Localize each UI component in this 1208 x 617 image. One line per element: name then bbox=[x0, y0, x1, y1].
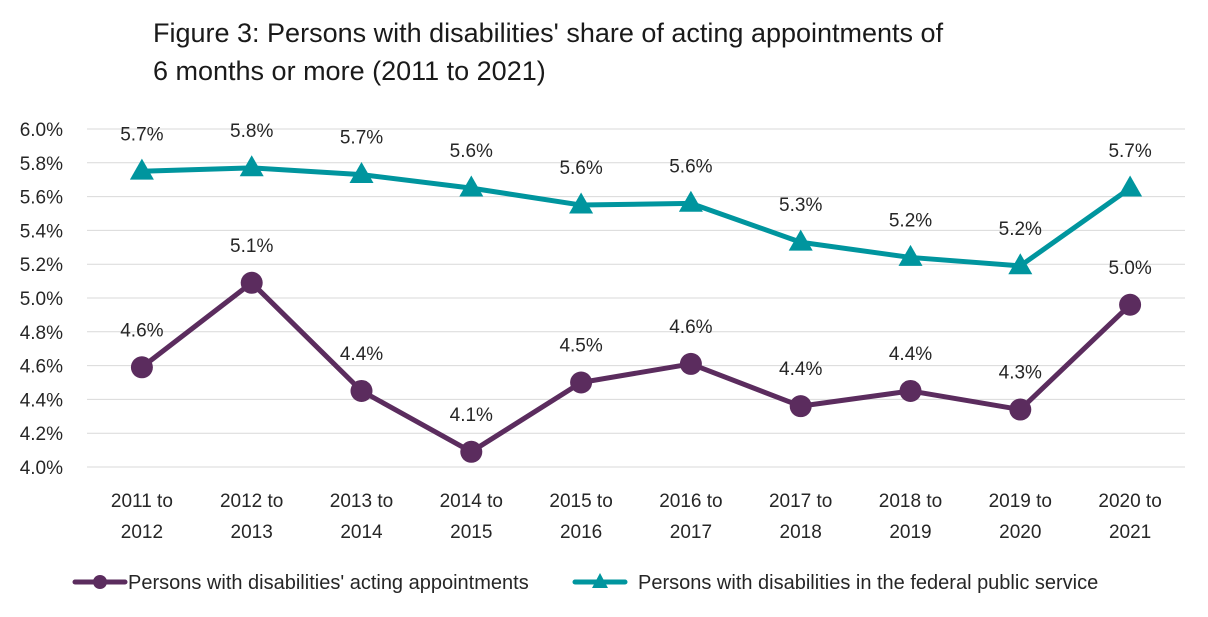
data-label: 5.2% bbox=[999, 219, 1042, 240]
y-tick-label: 4.8% bbox=[20, 323, 63, 344]
legend-marker bbox=[93, 575, 107, 589]
data-label: 4.4% bbox=[779, 359, 822, 380]
data-label: 5.3% bbox=[779, 195, 822, 216]
x-tick-label-line: 2018 bbox=[780, 522, 822, 543]
x-tick-label: 2020 to 2021 bbox=[1098, 491, 1161, 543]
x-tick-label-line: 2012 to bbox=[220, 491, 283, 512]
y-tick-label: 5.2% bbox=[20, 255, 63, 276]
data-label: 5.8% bbox=[230, 121, 273, 142]
data-label: 4.3% bbox=[999, 363, 1042, 384]
legend: Persons with disabilities' acting appoin… bbox=[72, 572, 1098, 594]
x-tick-label: 2015 to 2016 bbox=[549, 491, 612, 543]
data-point-marker bbox=[239, 155, 264, 177]
data-point-marker bbox=[1119, 293, 1142, 316]
y-tick-label: 5.6% bbox=[20, 188, 63, 209]
x-tick-label: 2019 to 2020 bbox=[989, 491, 1052, 543]
data-label: 5.6% bbox=[669, 156, 712, 177]
data-label: 4.4% bbox=[340, 344, 383, 365]
data-label: 5.6% bbox=[450, 141, 493, 162]
legend-label: Persons with disabilities' acting appoin… bbox=[128, 572, 529, 594]
x-tick-label-line: 2017 bbox=[670, 522, 712, 543]
chart-title: Figure 3: Persons with disabilities' sha… bbox=[153, 14, 1153, 90]
y-tick-label: 4.0% bbox=[20, 458, 63, 479]
data-point-marker bbox=[898, 244, 923, 266]
x-tick-label-line: 2020 bbox=[999, 522, 1041, 543]
data-label: 5.7% bbox=[1108, 141, 1151, 162]
legend-marker bbox=[592, 573, 608, 588]
series-line-1 bbox=[139, 280, 1133, 455]
data-point-marker bbox=[678, 190, 703, 212]
x-tick-label-line: 2016 to bbox=[659, 491, 722, 512]
data-labels: 4.6% 5.1% 4.4% 4.1% 4.5% 4.6% 4.4% 4.4% 4.3% 5.0%… bbox=[120, 121, 1152, 426]
data-point-marker bbox=[130, 356, 153, 379]
chart-title-line-1: Figure 3: Persons with disabilities' sha… bbox=[153, 18, 944, 48]
data-label: 4.4% bbox=[889, 344, 932, 365]
x-tick-label: 2011 to 2012 bbox=[111, 491, 173, 543]
data-label: 4.6% bbox=[120, 320, 163, 341]
x-axis-tick-labels: 2011 to 2012 2012 to 2013 2013 to 2014 2014 to… bbox=[111, 491, 1162, 543]
x-tick-label-line: 2011 to bbox=[111, 491, 173, 512]
x-tick-label-line: 2016 bbox=[560, 522, 602, 543]
x-tick-label-line: 2014 bbox=[340, 522, 383, 543]
x-tick-label-line: 2019 bbox=[889, 522, 931, 543]
data-point-marker bbox=[350, 379, 373, 402]
legend-label: Persons with disabilities in the federal… bbox=[638, 572, 1098, 594]
x-tick-label-line: 2018 to bbox=[879, 491, 942, 512]
y-tick-label: 4.4% bbox=[20, 390, 63, 411]
y-tick-label: 4.6% bbox=[20, 357, 63, 378]
y-tick-label: 5.4% bbox=[20, 221, 63, 242]
y-tick-label: 4.2% bbox=[20, 424, 63, 445]
data-label: 5.2% bbox=[889, 210, 932, 231]
x-tick-label-line: 2017 to bbox=[769, 491, 832, 512]
data-label: 4.1% bbox=[450, 405, 493, 426]
data-label: 5.7% bbox=[120, 124, 163, 145]
data-point-marker bbox=[570, 371, 593, 394]
x-tick-label: 2018 to 2019 bbox=[879, 491, 942, 543]
chart-title-line-2: 6 months or more (2011 to 2021) bbox=[153, 56, 546, 86]
x-tick-label: 2017 to 2018 bbox=[769, 491, 832, 543]
data-point-marker bbox=[129, 158, 154, 180]
data-point-marker bbox=[788, 229, 813, 251]
data-label: 4.6% bbox=[669, 317, 712, 338]
x-tick-label-line: 2014 to bbox=[440, 491, 503, 512]
y-tick-label: 5.8% bbox=[20, 154, 63, 175]
y-tick-label: 6.0% bbox=[20, 120, 63, 141]
x-tick-label: 2014 to 2015 bbox=[440, 491, 503, 543]
data-point-marker bbox=[1118, 175, 1143, 197]
data-point-marker bbox=[240, 271, 263, 294]
data-point-marker bbox=[459, 175, 484, 197]
data-point-marker bbox=[1008, 253, 1033, 275]
x-tick-label-line: 2021 bbox=[1109, 522, 1151, 543]
x-tick-label-line: 2015 bbox=[450, 522, 492, 543]
data-label: 4.5% bbox=[559, 336, 602, 357]
data-point-marker bbox=[1009, 398, 1032, 421]
y-tick-label: 5.0% bbox=[20, 289, 63, 310]
series-line-2 bbox=[139, 165, 1133, 269]
data-label: 5.6% bbox=[559, 158, 602, 179]
data-point-marker bbox=[789, 395, 812, 418]
x-tick-label-line: 2019 to bbox=[989, 491, 1052, 512]
data-point-marker bbox=[460, 440, 483, 463]
y-axis-tick-labels: 4.0% 4.2% 4.4% 4.6% 4.8% 5.0% 5.2% 5.4% 5.6% 5.8%… bbox=[20, 120, 63, 479]
data-label: 5.0% bbox=[1108, 258, 1151, 279]
data-point-marker bbox=[679, 352, 702, 375]
x-tick-label: 2012 to 2013 bbox=[220, 491, 283, 543]
x-tick-label-line: 2013 to bbox=[330, 491, 393, 512]
x-tick-label-line: 2013 bbox=[231, 522, 273, 543]
data-label: 5.7% bbox=[340, 128, 383, 149]
data-point-marker bbox=[349, 162, 374, 184]
x-tick-label-line: 2015 to bbox=[549, 491, 612, 512]
data-point-marker bbox=[899, 379, 922, 402]
x-tick-label-line: 2020 to bbox=[1098, 491, 1161, 512]
data-point-marker bbox=[569, 192, 594, 214]
x-tick-label: 2016 to 2017 bbox=[659, 491, 722, 543]
data-label: 5.1% bbox=[230, 236, 273, 257]
x-tick-label-line: 2012 bbox=[121, 522, 163, 543]
series-group bbox=[129, 155, 1143, 463]
x-tick-label: 2013 to 2014 bbox=[330, 491, 393, 543]
